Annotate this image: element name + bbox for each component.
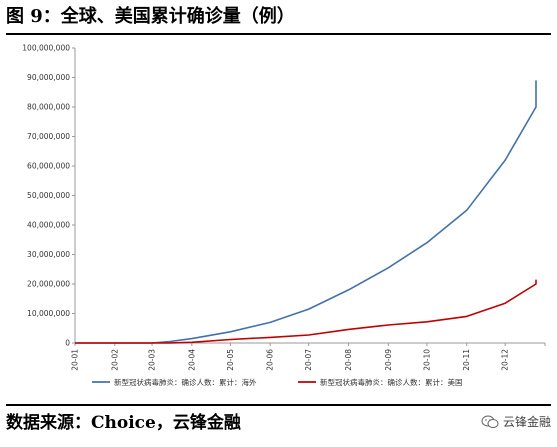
legend-label-2: 新型冠状病毒肺炎：确诊人数：累计：美国 <box>320 377 463 387</box>
x-tick-label: 20-08 <box>344 349 353 371</box>
y-tick-label: 20,000,000 <box>27 280 70 289</box>
y-tick-label: 80,000,000 <box>27 103 70 112</box>
watermark-label: 云锋金融 <box>502 415 551 429</box>
footer-divider <box>6 404 551 406</box>
figure-title: 图 9：全球、美国累计确诊量（例） <box>6 6 295 27</box>
x-tick-label: 20-10 <box>422 349 431 371</box>
x-tick-label: 20-02 <box>110 349 119 371</box>
y-tick-label: 50,000,000 <box>27 191 70 200</box>
x-tick-label: 20-07 <box>304 349 313 371</box>
series-line-1 <box>75 80 537 344</box>
x-tick-label: 20-12 <box>501 349 510 371</box>
y-tick-label: 30,000,000 <box>27 250 70 259</box>
x-tick-label: 20-01 <box>71 349 80 371</box>
line-chart: 0 10,000,000 20,000,000 30,000,000 40,000,00… <box>22 44 546 387</box>
x-tick-label: 20-11 <box>462 349 471 371</box>
y-tick-label: 10,000,000 <box>27 309 70 318</box>
x-tick-label: 20-04 <box>187 349 196 371</box>
y-tick-label: 0 <box>65 339 70 348</box>
y-tick-label: 60,000,000 <box>27 162 70 171</box>
x-tick-label: 20-06 <box>266 349 275 371</box>
y-tick-label: 90,000,000 <box>27 73 70 82</box>
y-tick-label: 100,000,000 <box>22 44 70 53</box>
watermark: 云锋金融 <box>481 410 551 434</box>
y-tick-label: 70,000,000 <box>27 132 70 141</box>
x-tick-label: 20-09 <box>384 349 393 371</box>
legend-label-1: 新型冠状病毒肺炎：确诊人数：累计：海外 <box>114 377 257 387</box>
x-tick-label: 20-03 <box>148 349 157 371</box>
y-tick-label: 40,000,000 <box>27 221 70 230</box>
data-source: 数据来源：Choice，云锋金融 <box>6 413 241 433</box>
x-tick-label: 20-05 <box>226 349 235 371</box>
wechat-chat-icon <box>481 415 499 428</box>
series-line-2 <box>75 279 537 344</box>
title-divider <box>6 33 551 35</box>
